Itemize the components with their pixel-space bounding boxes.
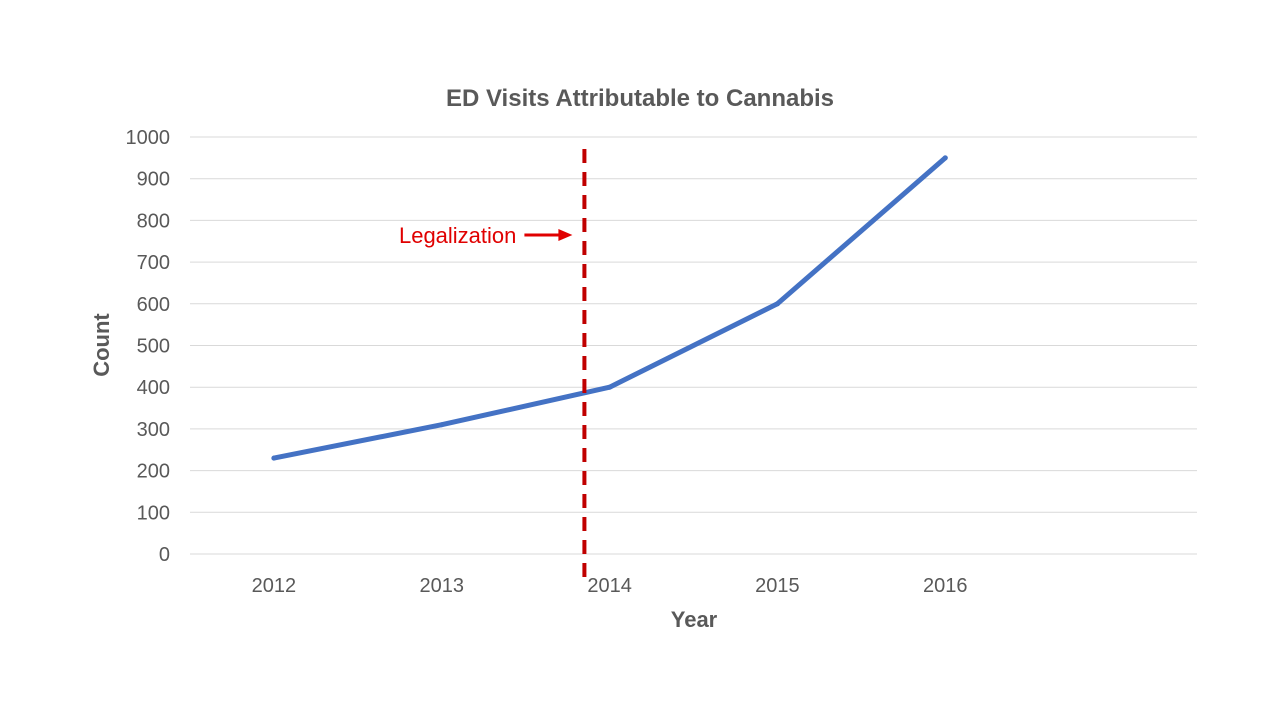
series-layer bbox=[271, 155, 948, 461]
x-axis-title: Year bbox=[671, 607, 718, 632]
legalization-label: Legalization bbox=[399, 223, 516, 248]
y-tick-label: 700 bbox=[137, 252, 170, 274]
y-tick-label: 1000 bbox=[126, 127, 171, 149]
x-tick-label: 2016 bbox=[923, 575, 968, 597]
data-point bbox=[774, 301, 780, 307]
data-point bbox=[271, 455, 277, 461]
data-point bbox=[942, 155, 948, 161]
annotation-layer: Legalization bbox=[399, 149, 587, 586]
y-tick-label: 100 bbox=[137, 502, 170, 524]
series-line bbox=[271, 155, 948, 461]
data-point bbox=[439, 422, 445, 428]
chart-title: ED Visits Attributable to Cannabis bbox=[446, 85, 834, 112]
y-axis-title: Count bbox=[89, 313, 114, 377]
x-tick-label: 2015 bbox=[755, 575, 800, 597]
y-axis-ticks: 0 100 200 300 400 500 600 700 800 900 1000 bbox=[126, 127, 171, 566]
y-tick-label: 0 bbox=[159, 544, 170, 566]
y-tick-label: 200 bbox=[137, 461, 170, 483]
x-axis-ticks: 2012 2013 2014 2015 2016 bbox=[252, 575, 968, 597]
data-point bbox=[607, 384, 613, 390]
x-tick-label: 2013 bbox=[420, 575, 465, 597]
legalization-arrow-icon bbox=[558, 229, 573, 241]
y-tick-label: 400 bbox=[137, 377, 170, 399]
y-tick-label: 800 bbox=[137, 210, 170, 232]
y-tick-label: 900 bbox=[137, 169, 170, 191]
y-tick-label: 300 bbox=[137, 419, 170, 441]
x-tick-label: 2012 bbox=[252, 575, 297, 597]
x-tick-label: 2014 bbox=[587, 575, 632, 597]
y-tick-label: 600 bbox=[137, 294, 170, 316]
y-tick-label: 500 bbox=[137, 336, 170, 358]
